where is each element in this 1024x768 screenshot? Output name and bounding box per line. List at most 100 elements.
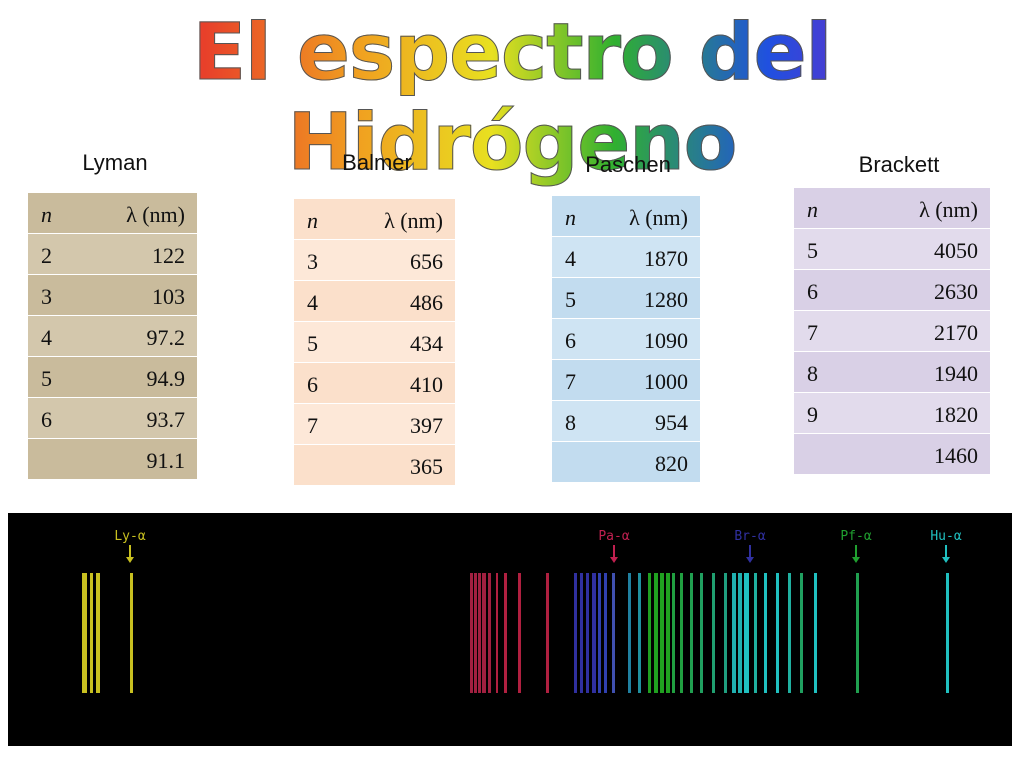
header-cell: n [807,197,818,222]
cell: 5 [41,366,52,391]
table-header: n λ (nm) [294,198,455,239]
table-row: 7 397 [294,403,455,444]
line-label: Hu-α [930,529,961,544]
spectral-line [598,573,601,693]
cell: 1000 [644,369,688,394]
cell: 1280 [644,287,688,312]
cell: 97.2 [146,325,186,350]
cell: 656 [410,249,443,274]
cell: 122 [152,243,185,268]
cell: 5 [565,287,576,312]
spectral-line [82,573,87,693]
cell: 954 [655,410,688,435]
table: n λ (nm) 3 656 4 486 5 434 6 410 7 397 3 6 5 [294,198,455,485]
table-row: 3 103 [28,274,197,315]
table-row: 1460 [794,433,990,474]
header-cell: λ (nm) [384,208,443,233]
cell: 6 [307,372,318,397]
cell: 9 [807,402,818,427]
table-row: 4 486 [294,280,455,321]
arrow-head [610,557,618,563]
cell: 94.9 [146,366,186,391]
table-row: 6 410 [294,362,455,403]
cell: 4 [41,325,52,350]
spectral-line [788,573,791,693]
cell: 410 [410,372,443,397]
cell: 6 [565,328,576,353]
spectral-line [612,573,615,693]
title: El espectro del Hidrógeno [0,8,1024,189]
spectral-line [690,573,693,693]
spectral-line [628,573,631,693]
table-row: 9 1820 [794,392,990,433]
cell: 7 [807,320,818,345]
spectral-line [856,573,859,693]
header-cell: λ (nm) [629,205,688,230]
cell: 91.1 [146,448,186,473]
cell: 1940 [934,361,978,386]
spectral-line [488,573,491,693]
spectral-line [744,573,749,693]
spectral-line [474,573,477,693]
cell: 8 [565,410,576,435]
spectral-line [470,573,473,693]
cell: 103 [152,284,185,309]
spectral-line [574,573,577,693]
spectral-line [496,573,498,693]
arrow-head [942,557,950,563]
cell: 1820 [934,402,978,427]
cell: 1090 [644,328,688,353]
spectral-line [666,573,670,693]
table-row: 6 1090 [552,318,700,359]
table-row: 6 2630 [794,269,990,310]
line-label: Br-α [734,529,765,544]
spectral-line [700,573,703,693]
spectral-line [732,573,736,693]
spectral-line [518,573,521,693]
cell: 820 [655,451,688,476]
cell: 397 [410,413,443,438]
table-row: 5 94.9 [28,356,197,397]
spectrum: Ly-α Pa-α Br-α Pf-α Hu-α [8,513,1012,746]
table-row: 6 93.7 [28,397,197,438]
table-row: 91.1 [28,438,197,479]
table: n λ (nm) 5 4050 6 2630 7 2170 8 1940 9 1820 1460 [794,187,990,474]
spectral-line [130,573,133,693]
spectral-line [712,573,715,693]
table-name: Balmer [342,150,412,175]
cell: 5 [307,331,318,356]
header-cell: n [41,202,52,227]
spectral-line [654,573,658,693]
cell: 5 [807,238,818,263]
table-row: 8 1940 [794,351,990,392]
spectral-line [672,573,675,693]
spectral-line [800,573,803,693]
spectral-line [482,573,486,693]
cell: 2630 [934,279,978,304]
table: n λ (nm) 4 1870 5 1280 6 1090 7 1000 8 954 820 [552,195,700,482]
cell: 3 [307,249,318,274]
table-row: 3 656 [294,239,455,280]
spectral-line [776,573,779,693]
line-label: Pf-α [840,529,871,544]
spectral-line [660,573,664,693]
header-cell: λ (nm) [919,197,978,222]
line-label: Pa-α [598,529,629,544]
table-row: 7 1000 [552,359,700,400]
cell: 3 [41,284,52,309]
table-header: n λ (nm) [794,187,990,228]
arrow-head [852,557,860,563]
table-row: 8 954 [552,400,700,441]
cell: 486 [410,290,443,315]
cell: 7 [565,369,576,394]
spectral-line [724,573,727,693]
spectral-line [680,573,683,693]
table-header: n λ (nm) [552,195,700,236]
table-header: n λ (nm) [28,192,197,233]
arrow-head [746,557,754,563]
spectral-line [90,573,93,693]
cell: 6 [41,407,52,432]
header-cell: λ (nm) [126,202,185,227]
table-row: 5 434 [294,321,455,362]
